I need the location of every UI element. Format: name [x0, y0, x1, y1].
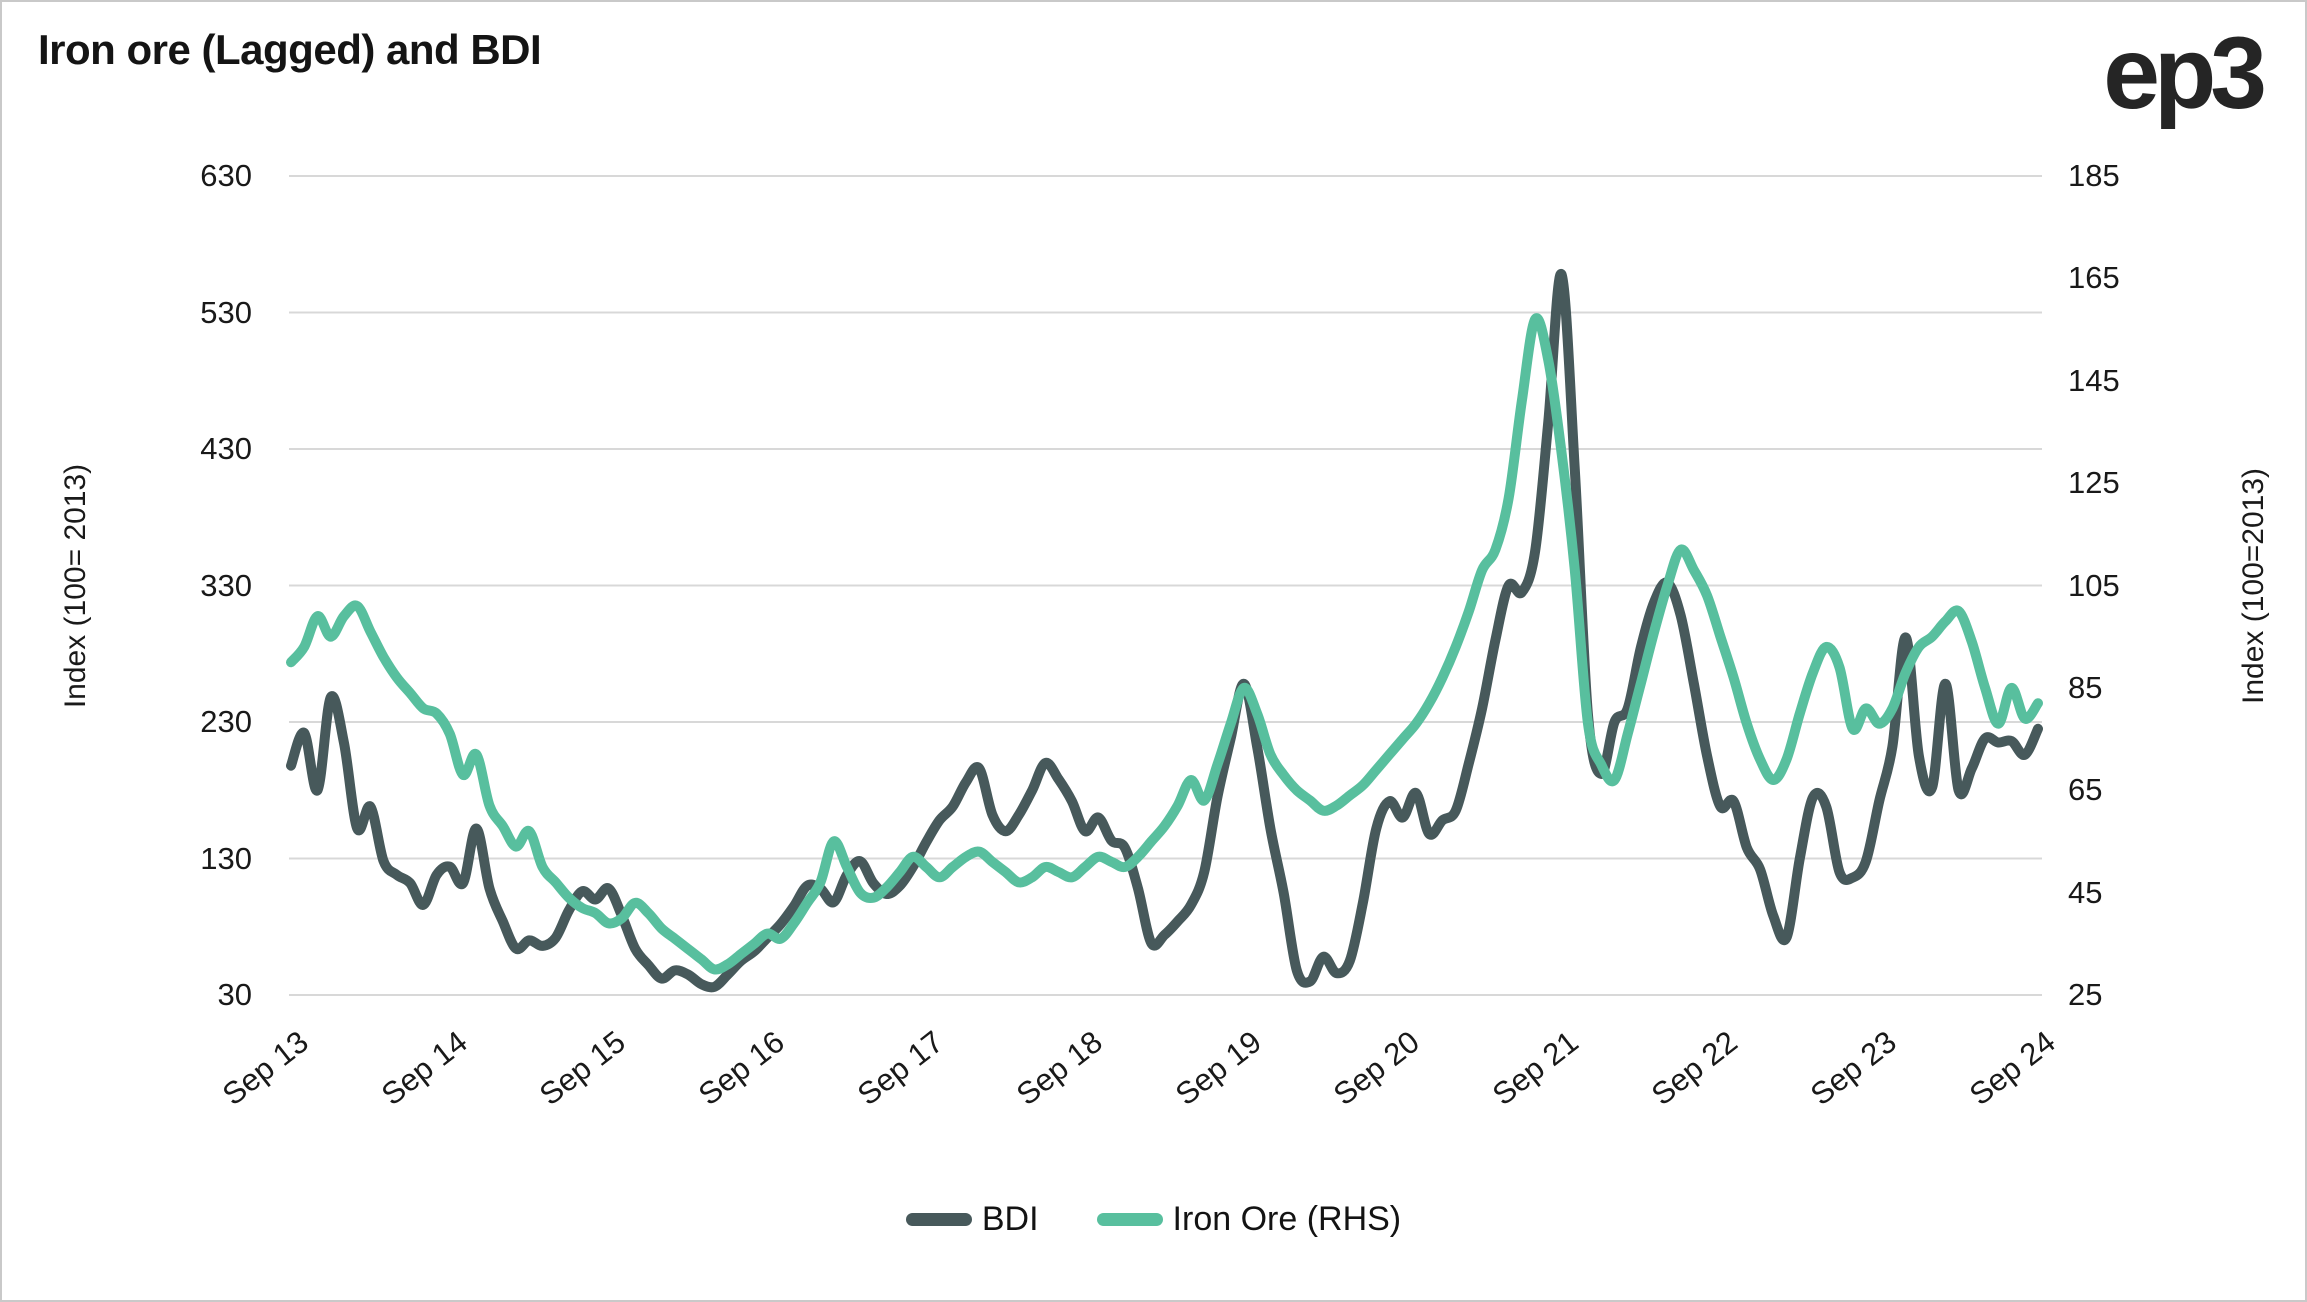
- right-axis-tick: 185: [2068, 158, 2120, 193]
- right-axis-tick: 145: [2068, 362, 2120, 398]
- left-axis-tick: 630: [200, 158, 252, 193]
- right-axis-tick: 105: [2068, 567, 2120, 603]
- left-axis-tick: 30: [217, 977, 252, 1012]
- left-axis-tick: 530: [200, 294, 252, 330]
- chart-title: Iron ore (Lagged) and BDI: [38, 26, 542, 73]
- iron-ore-line: [286, 313, 2043, 975]
- left-axis-tick: 130: [200, 840, 252, 876]
- iron-ore-line-swatch: [1096, 1213, 1163, 1226]
- left-axis-tick: 430: [200, 431, 252, 466]
- right-axis-tick: 85: [2068, 669, 2103, 705]
- legend-label-bdi: BDI: [981, 1200, 1039, 1238]
- right-axis-title: Index (100=2013): [2237, 467, 2270, 705]
- legend-label-iron-ore: Iron Ore (RHS): [1172, 1200, 1402, 1238]
- right-axis-tick: 45: [2068, 874, 2103, 910]
- legend-item-iron-ore: Iron Ore (RHS): [1096, 1200, 1402, 1239]
- right-axis-tick: 25: [2068, 977, 2103, 1012]
- right-axis-tick: 125: [2068, 465, 2120, 501]
- bdi-line-swatch: [905, 1213, 972, 1226]
- right-axis-tick: 65: [2068, 772, 2103, 808]
- left-axis-title: Index (100= 2013): [59, 463, 92, 709]
- legend: BDI Iron Ore (RHS): [2, 1200, 2305, 1239]
- left-axis-tick: 230: [200, 704, 252, 739]
- left-axis-tick: 330: [200, 567, 252, 603]
- ep3-logo: ep3: [2103, 16, 2267, 130]
- legend-item-bdi: BDI: [905, 1200, 1039, 1239]
- bdi-line: [286, 269, 2043, 993]
- right-axis-tick: 165: [2068, 260, 2120, 296]
